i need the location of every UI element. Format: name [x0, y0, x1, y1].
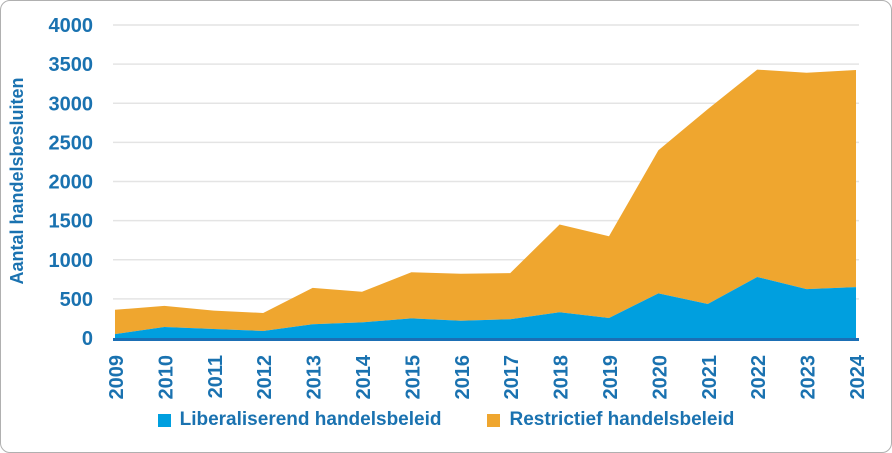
legend-swatch-icon: [487, 413, 501, 427]
legend-item: Restrictief handelsbeleid: [487, 409, 734, 431]
area-restrictief-handelsbeleid: [115, 69, 856, 335]
x-tick-label: 2020: [649, 355, 671, 400]
y-tick-label: 2000: [49, 172, 94, 194]
x-tick-label: 2023: [798, 355, 820, 400]
y-tick-label: 3500: [49, 54, 94, 76]
x-tick-label: 2015: [402, 355, 424, 400]
x-tick-label: 2018: [551, 355, 573, 400]
legend-item: Liberaliserend handelsbeleid: [157, 409, 442, 431]
x-tick-label: 2019: [600, 355, 622, 400]
y-tick-label: 3000: [49, 93, 94, 115]
x-tick-label: 2011: [205, 355, 227, 398]
y-tick-label: 2500: [49, 132, 94, 154]
x-tick-label: 2010: [155, 355, 177, 400]
legend-label: Restrictief handelsbeleid: [509, 409, 735, 430]
y-tick-label: 500: [60, 289, 93, 311]
y-axis-title: Aantal handelsbesluiten: [7, 77, 27, 284]
x-tick-label: 2013: [304, 355, 326, 400]
chart-legend: Liberaliserend handelsbeleid Restrictief …: [1, 409, 891, 431]
x-tick-label: 2014: [353, 354, 375, 399]
x-tick-label: 2009: [106, 355, 128, 400]
y-tick-label: 4000: [49, 15, 94, 37]
x-tick-label: 2024: [847, 354, 869, 399]
legend-label: Liberaliserend handelsbeleid: [179, 409, 442, 430]
y-tick-label: 0: [82, 328, 93, 350]
x-tick-label: 2021: [699, 355, 721, 400]
x-tick-label: 2016: [452, 355, 474, 400]
area-liberaliserend-handelsbeleid: [115, 277, 856, 338]
x-tick-label: 2017: [501, 355, 523, 400]
y-tick-label: 1000: [49, 250, 94, 272]
x-tick-label: 2022: [748, 355, 770, 400]
y-tick-label: 1500: [49, 211, 94, 233]
x-tick-label: 2012: [254, 355, 276, 400]
legend-swatch-icon: [157, 413, 171, 427]
